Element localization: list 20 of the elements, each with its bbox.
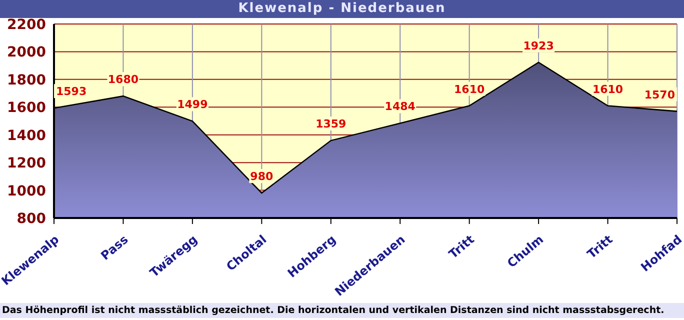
- data-label: 1499: [177, 98, 208, 112]
- y-tick-label: 800: [16, 210, 46, 227]
- y-tick-label: 1600: [7, 100, 46, 116]
- data-label: 1570: [644, 88, 676, 102]
- data-label: 1484: [384, 100, 416, 114]
- y-tick-label: 2000: [7, 44, 46, 61]
- data-label: 1680: [108, 73, 139, 86]
- data-label: 980: [250, 170, 274, 184]
- y-tick-label: 1400: [7, 128, 46, 144]
- text: Das Höhenprofil ist nicht massstäblich gezeichnet. Die horizontalen und vertikalen Distanzen sind nicht massstabsgerecht.: [0, 303, 684, 318]
- y-tick-label: 1800: [7, 72, 46, 88]
- data-label: 1593: [56, 85, 87, 98]
- y-tick-label: 2200: [7, 16, 46, 33]
- data-label: 1359: [316, 118, 346, 131]
- data-label: 1610: [454, 82, 485, 96]
- chart-title: Klewenalp - Niederbauen: [0, 0, 684, 18]
- data-label: 1923: [523, 39, 554, 52]
- data-label: 1610: [592, 82, 624, 96]
- y-tick-label: 1000: [7, 183, 46, 200]
- y-tick-label: 1200: [7, 156, 46, 172]
